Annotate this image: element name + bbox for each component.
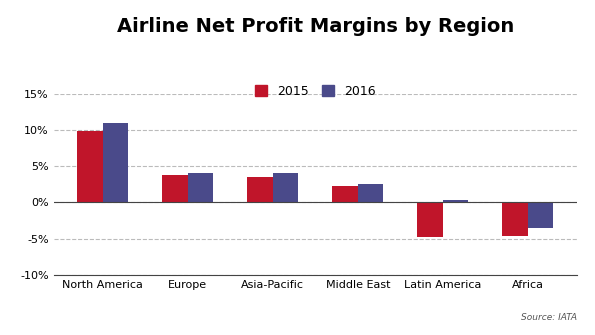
Bar bbox=[502, 202, 528, 237]
Bar bbox=[528, 202, 553, 228]
Bar bbox=[188, 174, 214, 202]
Bar bbox=[417, 202, 443, 237]
Text: Source: IATA: Source: IATA bbox=[521, 313, 577, 322]
Bar bbox=[248, 177, 273, 202]
Bar bbox=[162, 175, 188, 202]
Bar bbox=[358, 184, 383, 202]
Legend: 2015, 2016: 2015, 2016 bbox=[250, 80, 381, 103]
Bar bbox=[443, 200, 468, 202]
Bar bbox=[103, 123, 129, 202]
Bar bbox=[333, 186, 358, 202]
Bar bbox=[77, 131, 103, 202]
Text: Airline Net Profit Margins by Region: Airline Net Profit Margins by Region bbox=[117, 17, 514, 36]
Bar bbox=[273, 174, 298, 202]
